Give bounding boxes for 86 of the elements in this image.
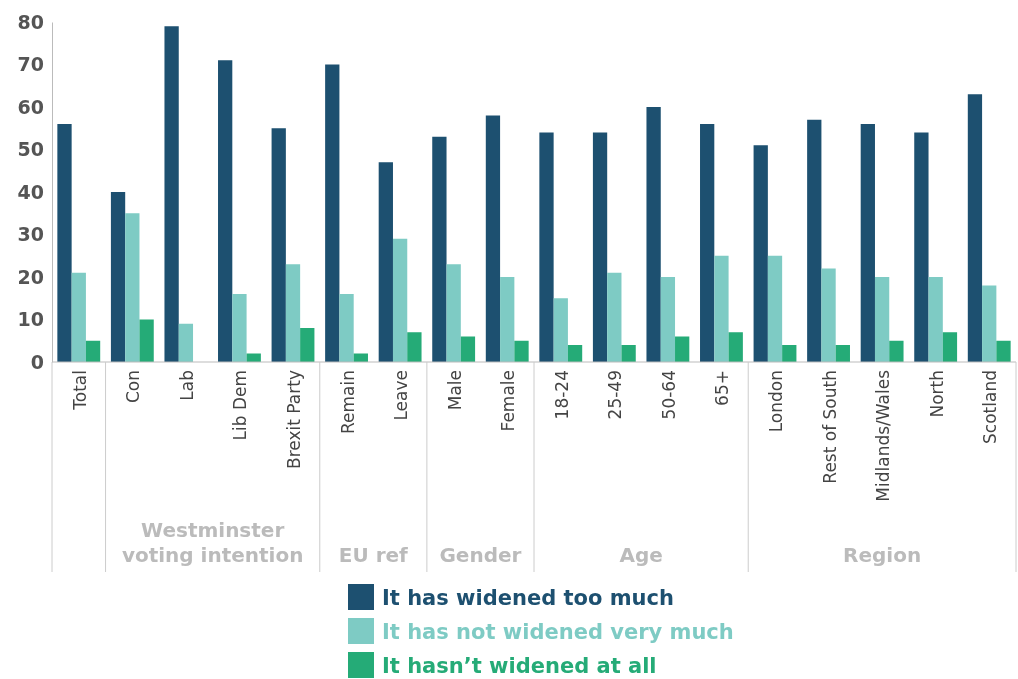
bar [982,285,997,362]
x-tick-label: Brexit Party [284,370,304,469]
y-tick-label: 70 [17,53,44,76]
x-tick-label: Remain [337,370,358,434]
bar [178,323,194,362]
bar [57,124,72,362]
bar [232,294,247,362]
bar [407,332,422,362]
bar [485,115,501,362]
bar [539,132,554,362]
bar [446,264,461,362]
bar [728,332,743,362]
bar [967,94,983,362]
y-tick-label: 50 [17,138,44,161]
bar [339,294,354,362]
bar [392,238,408,362]
x-tick-label: Total [69,370,90,411]
bar [85,340,101,362]
bar [110,192,126,362]
x-tick-label: 18-24 [551,370,572,420]
bar [700,124,715,362]
bar [767,255,783,362]
text: EU ref [338,543,409,567]
bar [874,277,890,362]
text: Age [619,543,663,567]
bar [218,60,233,362]
x-tick-label: Leave [391,370,412,421]
bar [592,132,608,362]
bar [928,277,943,362]
legend-label: It has widened too much [382,586,674,610]
x-tick-label: Rest of South [819,370,840,484]
x-tick-label: Lib Dem [230,370,251,441]
x-tick-label: Scotland [980,370,1001,444]
x-tick-label: 50-64 [658,370,679,420]
y-tick-label: 40 [17,180,44,203]
x-tick-label: Con [123,370,144,404]
bar [553,298,568,362]
text: Gender [439,543,522,567]
bar [125,213,140,362]
bar [460,336,476,362]
bar [432,136,447,362]
x-tick-label: London [766,370,786,433]
bar [889,340,904,362]
bar [914,132,929,362]
bar [621,345,636,362]
bar [835,345,850,362]
text: Region [843,543,922,567]
y-tick-label: 20 [17,265,44,288]
x-tick-label: Male [444,370,465,411]
bar [300,328,315,362]
x-tick-label: Lab [176,370,197,401]
bar [500,277,515,362]
bar [139,319,154,362]
text: Westminster voting intention [121,518,304,567]
bar [285,264,301,362]
y-tick-label: 0 [30,350,44,373]
y-tick-label: 80 [17,10,44,33]
x-tick-label: 25-49 [605,370,626,420]
x-tick-label: 65+ [712,370,733,406]
bar [164,26,179,362]
y-tick-label: 60 [17,95,44,118]
y-tick-label: 10 [17,308,44,331]
legend-label: It has not widened very much [382,620,734,644]
bar [782,345,797,362]
bar [378,162,393,362]
bar [325,64,340,362]
bar [821,268,836,362]
bar [646,107,661,362]
bar [660,277,676,362]
bar [675,336,690,362]
bar [567,345,583,362]
x-tick-label: Female [498,370,519,432]
bar [71,272,86,362]
bar [753,145,768,362]
y-tick-label: 30 [17,223,44,246]
bar [271,128,286,362]
bar [996,340,1011,362]
bar [860,124,875,362]
x-tick-label: Midlands/Wales [873,369,894,502]
bar [714,255,729,362]
bar [807,119,822,362]
bar [607,272,622,362]
bar [514,340,529,362]
bar [942,332,958,362]
legend-label: It hasn’t widened at all [382,654,657,678]
x-tick-label: North [926,370,947,418]
